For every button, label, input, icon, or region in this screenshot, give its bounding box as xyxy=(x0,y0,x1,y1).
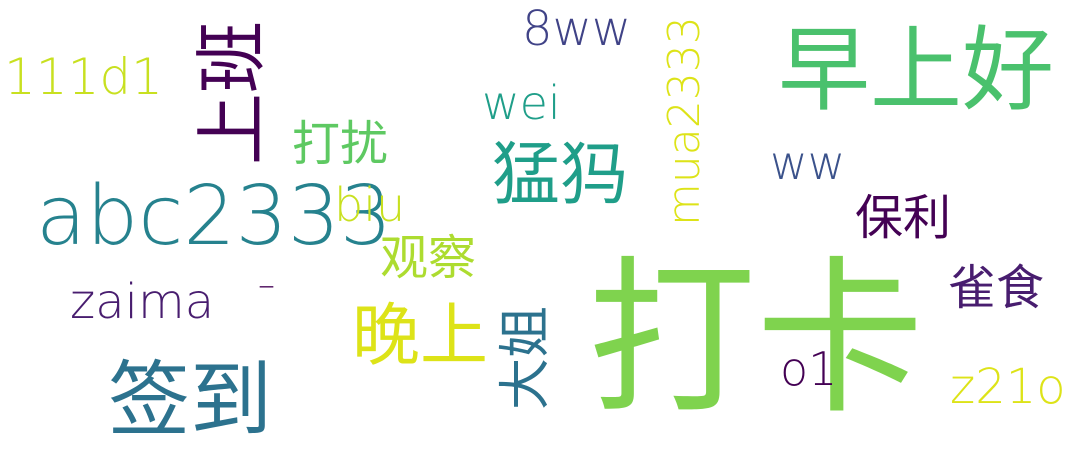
word-zaoshanghao: 早上好 xyxy=(778,17,1055,124)
word-mua2333: mua2333 xyxy=(659,16,710,226)
word-111d1: 111d1 xyxy=(4,48,163,106)
word-dash: – xyxy=(258,265,275,305)
word-wanshang: 晚上 xyxy=(352,297,489,376)
word-biu: biu xyxy=(334,178,406,232)
word-o1: o1 xyxy=(780,342,838,396)
word-8ww: 8ww xyxy=(522,1,632,57)
word-zaima: zaima xyxy=(70,274,215,330)
word-z21o: z21o xyxy=(950,359,1066,415)
word-abc2333: abc2333 xyxy=(36,169,393,264)
word-darao: 打扰 xyxy=(292,116,389,172)
word-shangban: 上班 xyxy=(190,20,274,165)
word-daka: 打卡 xyxy=(588,241,924,437)
word-guancha: 观察 xyxy=(380,230,477,286)
word-queshi: 雀食 xyxy=(948,260,1045,316)
word-ww: ww xyxy=(770,136,846,190)
word-wei: wei xyxy=(482,76,561,130)
word-qiandao: 签到 xyxy=(108,353,273,448)
word-mengma: 猛犸 xyxy=(492,136,629,215)
word-dajie: 大姐 xyxy=(496,305,556,410)
word-baoli: 保利 xyxy=(855,190,952,246)
